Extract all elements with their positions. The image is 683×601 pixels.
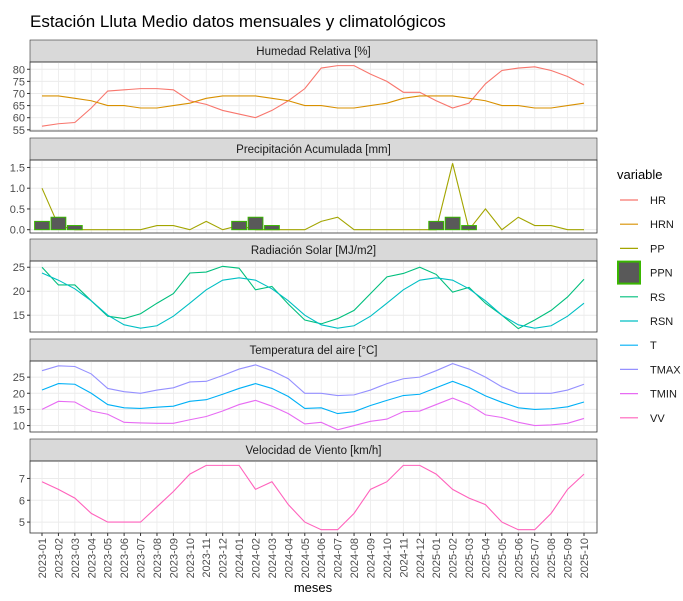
x-tick-label: 2023-04 [86, 538, 98, 578]
x-tick-label: 2025-01 [431, 538, 443, 578]
legend-label: TMAX [650, 364, 681, 376]
x-tick-label: 2024-11 [398, 538, 410, 578]
y-tick-label: 6 [19, 495, 25, 507]
x-tick-label: 2023-06 [119, 538, 131, 578]
line [41, 272, 585, 329]
x-tick-label: 2025-06 [513, 538, 525, 578]
legend-label: TMIN [650, 389, 677, 401]
x-tick-label: 2025-10 [579, 538, 591, 578]
line [41, 464, 585, 531]
x-tick-label: 2025-02 [448, 538, 460, 578]
x-tick-label: 2023-11 [201, 538, 213, 578]
legend-title: variable [617, 167, 663, 182]
y-tick-label: 25 [13, 262, 25, 274]
bar [247, 216, 264, 231]
x-tick-label: 2024-06 [316, 538, 328, 578]
x-tick-label: 2025-03 [464, 538, 476, 578]
y-tick-label: 55 [13, 125, 25, 137]
line [41, 265, 585, 330]
line [41, 65, 585, 127]
x-tick-label: 2024-08 [349, 538, 361, 578]
x-tick-label: 2024-01 [234, 538, 246, 578]
y-tick-label: 1.0 [10, 183, 25, 195]
y-tick-label: 0.5 [10, 204, 25, 216]
x-tick-label: 2023-03 [70, 538, 82, 578]
panel-title: Velocidad de Viento [km/h] [246, 445, 382, 457]
line [42, 95, 585, 109]
x-tick-label: 2024-12 [415, 538, 427, 578]
x-tick-label: 2025-04 [480, 538, 492, 578]
bar [444, 216, 461, 231]
legend-label: VV [650, 413, 665, 425]
y-tick-label: 15 [13, 404, 25, 416]
x-tick-label: 2024-10 [382, 538, 394, 578]
legend-label: RS [650, 292, 665, 304]
y-tick-label: 5 [19, 517, 25, 529]
x-tick-label: 2023-10 [185, 538, 197, 578]
panel-title: Humedad Relativa [%] [256, 46, 370, 58]
y-tick-label: 65 [13, 101, 25, 113]
legend-label: PP [650, 243, 665, 255]
x-tick-label: 2024-02 [251, 538, 263, 578]
line [41, 362, 585, 397]
y-tick-label: 15 [13, 310, 25, 322]
y-tick-label: 75 [13, 76, 25, 88]
panel-title: Precipitación Acumulada [mm] [236, 144, 391, 156]
x-tick-label: 2023-05 [103, 538, 115, 578]
x-tick-label: 2023-07 [136, 538, 148, 578]
legend-label: HRN [650, 219, 674, 231]
panel-title: Radiación Solar [MJ/m2] [251, 245, 376, 257]
bar [461, 225, 477, 231]
y-tick-label: 60 [13, 113, 25, 125]
line [41, 163, 584, 231]
y-tick-label: 20 [13, 388, 25, 400]
bar [66, 225, 83, 231]
legend-label: RSN [650, 316, 673, 328]
panel-border [29, 159, 598, 234]
x-tick-label: 2024-03 [267, 538, 279, 578]
y-tick-label: 10 [13, 421, 25, 433]
x-tick-label: 2025-05 [497, 538, 509, 578]
bar [231, 220, 247, 231]
legend-label: T [650, 340, 657, 352]
y-tick-label: 20 [13, 286, 25, 298]
panel-border [29, 460, 598, 534]
bar [264, 225, 280, 231]
legend-label: HR [650, 195, 666, 207]
x-tick-label: 2024-09 [365, 538, 377, 578]
y-tick-label: 25 [13, 372, 25, 384]
legend-label: PPN [650, 268, 673, 280]
x-tick-label: 2023-08 [152, 538, 164, 578]
x-tick-label: 2023-12 [218, 538, 230, 578]
x-tick-label: 2023-09 [168, 538, 180, 578]
bar [50, 216, 67, 231]
x-tick-label: 2025-07 [530, 538, 542, 578]
panel-title: Temperatura del aire [°C] [250, 345, 378, 357]
x-tick-label: 2025-09 [563, 538, 575, 578]
bar [34, 220, 50, 231]
x-axis-title: meses [294, 580, 333, 595]
x-tick-label: 2025-08 [546, 538, 558, 578]
chart-title: Estación Lluta Medio datos mensuales y c… [30, 12, 446, 31]
x-tick-label: 2023-01 [37, 538, 49, 578]
y-tick-label: 0.0 [10, 225, 25, 237]
line [41, 380, 585, 415]
line [41, 397, 585, 431]
y-tick-label: 80 [13, 64, 25, 76]
x-tick-label: 2024-04 [283, 538, 295, 578]
x-tick-label: 2023-02 [53, 538, 65, 578]
x-tick-label: 2024-05 [300, 538, 312, 578]
y-tick-label: 7 [19, 473, 25, 485]
legend-key [617, 260, 641, 285]
x-tick-label: 2024-07 [333, 538, 345, 578]
panel-border [29, 360, 598, 433]
y-tick-label: 70 [13, 88, 25, 100]
y-tick-label: 1.5 [10, 162, 25, 174]
panel-border [29, 260, 598, 333]
panel-border [29, 61, 598, 132]
bar [428, 220, 445, 231]
